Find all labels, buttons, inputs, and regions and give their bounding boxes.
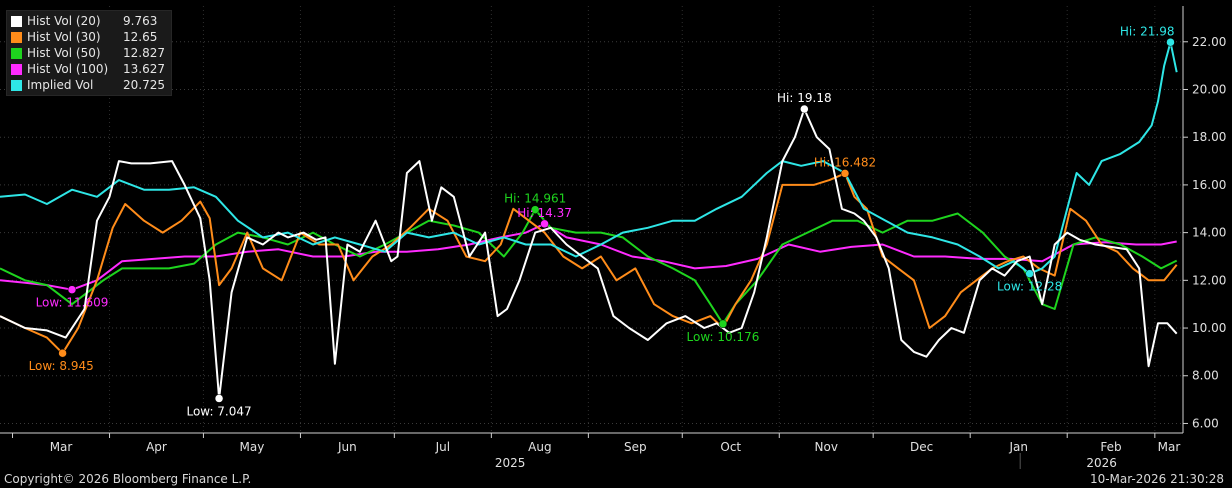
- y-tick-label: 20.00: [1192, 82, 1226, 96]
- legend-item: Hist Vol (20) 9.763: [11, 13, 165, 29]
- y-tick-label: 22.00: [1192, 35, 1226, 49]
- y-tick-label: 18.00: [1192, 130, 1226, 144]
- annotation-label: Low: 7.047: [186, 404, 251, 418]
- legend-series-name: Implied Vol: [27, 78, 94, 92]
- x-month-label: Aug: [528, 440, 551, 454]
- x-month-label: Mar: [50, 440, 73, 454]
- annotation-label: Hi: 19.18: [777, 91, 832, 105]
- annotation-label: Hi: 14.37: [517, 206, 572, 220]
- x-month-label: Apr: [146, 440, 167, 454]
- y-tick-label: 6.00: [1192, 416, 1219, 430]
- series-line-hist-vol-20: [0, 108, 1178, 400]
- extreme-point-marker: [840, 169, 850, 178]
- extreme-point-marker: [530, 205, 540, 214]
- legend-series-name: Hist Vol (100): [27, 62, 109, 76]
- y-tick-label: 14.00: [1192, 226, 1226, 240]
- year-label: 2026: [1086, 456, 1117, 470]
- extreme-point-marker: [1166, 38, 1175, 47]
- legend: Hist Vol (20) 9.763 Hist Vol (30) 12.65 Hist…: [6, 10, 172, 96]
- extreme-point-marker: [58, 348, 67, 358]
- extreme-point-marker: [1025, 269, 1034, 278]
- legend-swatch: [11, 15, 22, 27]
- x-month-label: Jun: [337, 440, 357, 454]
- legend-series-name: Hist Vol (30): [27, 30, 101, 44]
- annotation-label: Hi: 14.961: [504, 192, 566, 206]
- x-month-label: Nov: [815, 440, 838, 454]
- annotation-label: Low: 8.945: [29, 359, 94, 373]
- annotation-label: Hi: 21.98: [1120, 24, 1175, 38]
- legend-series-value: 9.763: [123, 14, 158, 28]
- x-month-label: Feb: [1100, 440, 1121, 454]
- legend-item: Implied Vol 20.725: [11, 77, 165, 93]
- y-tick-label: 10.00: [1192, 321, 1226, 335]
- legend-item: Hist Vol (30) 12.65: [11, 29, 165, 45]
- extreme-point-marker: [540, 219, 549, 229]
- series-line-hist-vol-100: [0, 222, 1177, 291]
- extreme-point-marker: [67, 285, 77, 294]
- x-month-label: Jan: [1008, 440, 1028, 454]
- annotation-label: Low: 10.176: [687, 330, 760, 344]
- x-month-label: Jul: [435, 440, 450, 454]
- extreme-point-marker: [800, 104, 809, 114]
- annotation-label: Hi: 16.482: [814, 155, 876, 169]
- legend-series-value: 12.65: [123, 30, 158, 44]
- x-month-label: Dec: [910, 440, 933, 454]
- series-line-hist-vol-50: [0, 208, 1178, 325]
- legend-series-value: 13.627: [123, 62, 165, 76]
- legend-swatch: [11, 63, 22, 75]
- legend-item: Hist Vol (50) 12.827: [11, 45, 165, 61]
- x-month-label: Oct: [720, 440, 741, 454]
- extreme-point-marker: [214, 394, 224, 403]
- year-label: 2025: [495, 456, 526, 470]
- copyright-text: Copyright© 2026 Bloomberg Finance L.P.: [4, 472, 252, 486]
- timestamp-text: 10-Mar-2026 21:30:28: [1089, 472, 1224, 486]
- legend-item: Hist Vol (100) 13.627: [11, 61, 165, 77]
- legend-series-name: Hist Vol (20): [27, 14, 101, 28]
- x-month-label: Sep: [624, 440, 647, 454]
- y-tick-label: 12.00: [1192, 273, 1226, 287]
- y-tick-label: 8.00: [1192, 369, 1219, 383]
- annotation-label: Low: 12.28: [997, 280, 1062, 294]
- series-line-implied-vol: [0, 41, 1178, 275]
- legend-series-value: 12.827: [123, 46, 165, 60]
- annotation-label: Low: 11.609: [36, 296, 109, 310]
- extreme-point-marker: [718, 319, 728, 329]
- legend-series-value: 20.725: [123, 78, 165, 92]
- legend-swatch: [11, 31, 22, 43]
- legend-swatch: [11, 47, 22, 59]
- x-month-label: Mar: [1158, 440, 1181, 454]
- x-month-label: May: [240, 440, 265, 454]
- legend-series-name: Hist Vol (50): [27, 46, 101, 60]
- legend-swatch: [11, 79, 22, 91]
- y-tick-label: 16.00: [1192, 178, 1226, 192]
